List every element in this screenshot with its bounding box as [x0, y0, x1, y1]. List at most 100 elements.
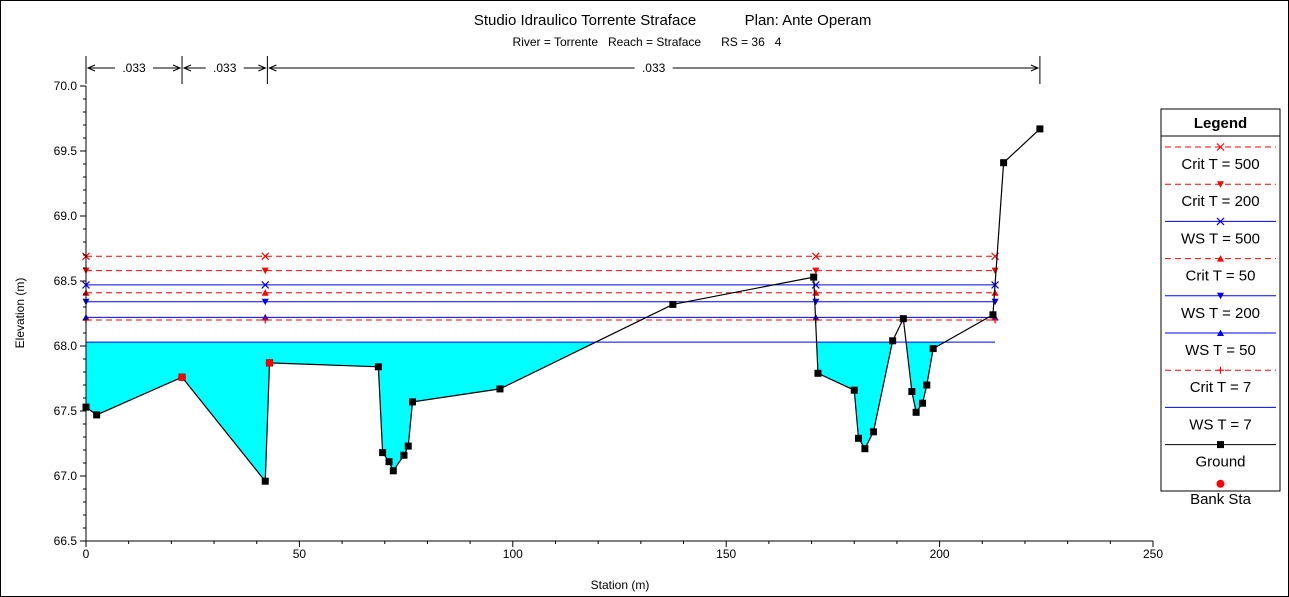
ground-point	[261, 477, 269, 485]
y-tick-label: 67.5	[54, 404, 78, 418]
profile-marker	[261, 298, 269, 306]
ground-point	[810, 273, 818, 281]
ground-point	[923, 381, 931, 389]
legend-swatch-marker	[1217, 329, 1224, 336]
ground-point	[379, 449, 387, 457]
axes: 0 50 100 150 200 250 66.5 67.0 67.5 68.0 68.5 69.0 6…	[54, 56, 1163, 561]
ground-point	[850, 386, 858, 394]
legend-swatch-marker	[1217, 366, 1224, 374]
ground-point	[400, 451, 408, 459]
chart-title: Studio Idraulico Torrente Straface	[474, 12, 696, 29]
legend-swatch-marker	[1216, 143, 1225, 151]
legend-label: Crit T = 50	[1186, 268, 1256, 285]
water-fill-region	[816, 342, 893, 449]
legend-swatch-marker	[1217, 255, 1224, 262]
ground-point	[93, 411, 101, 419]
profile-marker	[812, 298, 820, 306]
ground-point	[1036, 125, 1044, 133]
ground-point	[814, 369, 822, 377]
profile-marker	[261, 267, 269, 275]
legend-label: Crit T = 500	[1181, 156, 1259, 173]
legend-label: Bank Sta	[1190, 491, 1252, 508]
legend-swatch-marker	[1217, 292, 1224, 300]
y-tick-label: 68.0	[54, 339, 78, 353]
bank-station-point	[178, 373, 187, 382]
water-fill-region	[86, 342, 596, 482]
legend-swatch-marker	[1216, 217, 1225, 226]
x-tick-label: 50	[293, 547, 307, 561]
ground-point	[855, 434, 863, 442]
profile-marker	[261, 252, 270, 261]
legend-label: WS T = 7	[1189, 416, 1251, 433]
legend: Legend Crit T = 500 Crit T = 200 WS T = 500…	[1160, 108, 1281, 508]
ground-point	[908, 388, 916, 395]
profile-marker	[811, 252, 820, 261]
plot-area	[82, 125, 1044, 485]
manning-label: .033	[213, 61, 237, 75]
ground-point	[389, 467, 397, 475]
chart-subtitle: River = Torrente Reach = Straface RS = 3…	[513, 35, 782, 49]
y-tick-label: 67.0	[54, 469, 78, 483]
ground-point	[385, 458, 393, 466]
legend-label: WS T = 50	[1185, 342, 1256, 359]
x-tick-label: 250	[1143, 547, 1163, 561]
water-fill-region	[906, 342, 945, 413]
x-axis-label: Station (m)	[591, 578, 650, 592]
profile-marker	[261, 289, 269, 296]
profile-marker	[261, 316, 269, 324]
ground-point	[869, 428, 877, 436]
y-tick-label: 69.5	[54, 144, 78, 158]
ground-point	[989, 311, 997, 319]
ground-point	[409, 398, 417, 406]
x-tick-label: 200	[930, 547, 950, 561]
manning-arrow	[182, 64, 192, 72]
y-tick-label: 66.5	[54, 534, 78, 548]
profile-marker	[261, 280, 270, 289]
profile-marker	[991, 267, 999, 275]
legend-swatch-marker	[1217, 181, 1224, 188]
manning-label: .033	[122, 61, 146, 75]
ground-point	[374, 363, 382, 371]
bank-station-point	[265, 358, 274, 367]
ground-point	[404, 442, 412, 450]
ground-point	[912, 408, 920, 416]
legend-swatch-marker	[1217, 441, 1224, 449]
y-tick-label: 69.0	[54, 209, 78, 223]
manning-label-bg	[634, 60, 673, 76]
manning-arrow	[172, 64, 182, 72]
x-tick-label: 150	[716, 547, 736, 561]
manning-arrow	[268, 64, 277, 72]
profile-marker	[812, 267, 820, 275]
y-tick-label: 70.0	[54, 79, 78, 93]
legend-swatch-marker	[1216, 479, 1225, 488]
manning-label-bg	[115, 60, 154, 76]
ground-point	[861, 445, 869, 453]
ground-point	[669, 300, 677, 308]
plan-label: Plan: Ante Operam	[745, 12, 872, 29]
ground-point	[1000, 159, 1008, 167]
legend-label: WS T = 500	[1181, 230, 1260, 247]
ground-point	[929, 345, 937, 353]
ground-point	[496, 385, 504, 393]
legend-label: Ground	[1195, 454, 1245, 471]
manning-arrow	[258, 64, 267, 72]
legend-title: Legend	[1194, 115, 1247, 132]
y-tick-label: 68.5	[54, 274, 78, 288]
x-tick-label: 100	[503, 547, 523, 561]
y-axis-label: Elevation (m)	[13, 278, 27, 349]
legend-box	[1160, 108, 1281, 492]
ground-point	[899, 315, 907, 323]
legend-label: Crit T = 7	[1190, 379, 1252, 396]
legend-label: Crit T = 200	[1181, 193, 1259, 210]
profile-marker	[991, 298, 999, 306]
ground-point	[889, 337, 897, 345]
manning-label: .033	[642, 61, 666, 75]
ground-point	[919, 399, 927, 407]
manning-label-bg	[205, 60, 244, 76]
x-tick-label: 0	[83, 547, 90, 561]
manning-arrow	[1030, 64, 1040, 72]
legend-label: WS T = 200	[1181, 305, 1260, 322]
manning-arrow	[86, 64, 96, 72]
